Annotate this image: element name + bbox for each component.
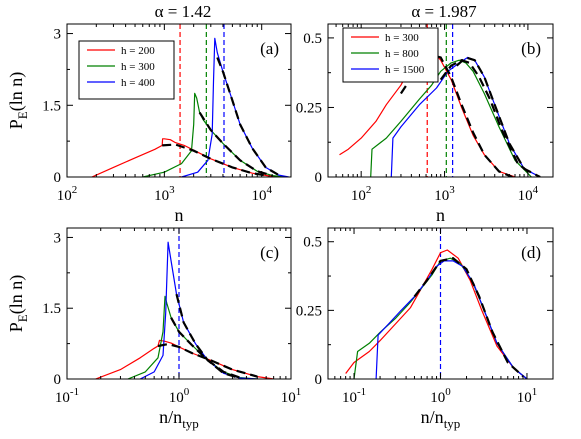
y-axis-label-a: PE(ln n) [6, 72, 30, 129]
y-tick-label-c-1: 1.5 [42, 301, 61, 317]
series-a-h-200 [91, 138, 282, 177]
panel-a: 102 103 104 0 1.5 3 n PE(ln n) (a) h = 200 h = 300… [6, 23, 292, 225]
panel-c: 10-1 100 101 0 1.5 3 n/ntyp PE(ln n) (c) [6, 227, 302, 431]
legend-label-b-2: h = 1500 [385, 64, 425, 76]
legend-label-b-1: h = 800 [385, 48, 419, 60]
x-tick-label-c-0: 10-1 [55, 386, 79, 406]
panel-label-c: (c) [260, 243, 279, 262]
column-title-right: α = 1.987 [411, 2, 477, 21]
y-tick-label-b-1: 0.25 [296, 100, 322, 116]
series-d-h-300 [345, 249, 528, 379]
panel-label-a: (a) [260, 39, 279, 58]
fit-curve-b-1 [439, 59, 533, 176]
x-tick-label-d-2: 101 [517, 386, 538, 406]
y-tick-label-a-0: 0 [54, 170, 62, 186]
legend-frame-a [78, 40, 175, 100]
x-tick-label-c-2: 101 [281, 386, 302, 406]
y-axis-label-c: PE(ln n) [6, 275, 30, 332]
legend-label-b-0: h = 300 [385, 32, 419, 44]
panel-b: 102 103 104 0 0.25 0.5 n (b) h = 300 h = 800 h = 1… [296, 23, 554, 225]
legend-label-a-1: h = 300 [121, 61, 155, 73]
y-tick-label-d-2: 0.5 [303, 235, 322, 251]
x-axis-label-d: n/ntyp [421, 407, 461, 431]
fit-curve-c-0 [157, 342, 258, 378]
x-tick-label-c-1: 100 [169, 386, 190, 406]
x-tick-label-a-1: 103 [154, 184, 175, 204]
x-axis-label-c: n/ntyp [159, 407, 199, 431]
panel-label-b: (b) [521, 39, 541, 58]
legend-a: h = 200 h = 300 h = 400 [78, 40, 175, 100]
x-axis-label-b: n [436, 205, 445, 225]
legend-label-a-0: h = 200 [121, 45, 155, 57]
fit-curve-c-1 [170, 317, 241, 379]
legend-b: h = 300 h = 800 h = 1500 [342, 27, 439, 83]
column-title-left: α = 1.42 [155, 2, 212, 21]
plot-frame-a [66, 23, 292, 178]
y-tick-label-c-2: 3 [54, 230, 62, 246]
x-tick-label-b-0: 102 [351, 184, 372, 204]
y-tick-label-b-0: 0 [315, 170, 323, 186]
x-tick-label-d-1: 100 [430, 386, 451, 406]
x-tick-label-b-2: 104 [518, 184, 539, 204]
fit-curve-d-0 [413, 257, 524, 378]
panel-label-d: (d) [521, 243, 541, 262]
panel-d: 10-1 100 101 0 0.25 0.5 n/ntyp (d) [296, 227, 554, 431]
fit-curve-b-2 [455, 56, 541, 177]
series-c-h-200 [95, 339, 274, 379]
series-b-h-800 [370, 59, 532, 177]
y-tick-label-c-0: 0 [54, 372, 62, 388]
x-tick-label-b-1: 103 [434, 184, 455, 204]
y-tick-label-d-1: 0.25 [296, 303, 322, 319]
x-axis-label-a: n [175, 205, 184, 225]
x-tick-label-d-0: 10-1 [342, 386, 366, 406]
fit-curve-a-1 [198, 111, 274, 177]
y-tick-label-a-2: 3 [54, 27, 62, 43]
x-tick-label-a-2: 104 [251, 184, 272, 204]
fit-curve-c-2 [175, 293, 241, 379]
x-tick-label-a-0: 102 [57, 184, 78, 204]
y-tick-label-d-0: 0 [315, 372, 323, 388]
legend-label-a-2: h = 400 [121, 77, 155, 89]
fit-curve-a-2 [216, 57, 280, 177]
y-tick-label-b-2: 0.5 [303, 31, 322, 47]
y-tick-label-a-1: 1.5 [42, 98, 61, 114]
